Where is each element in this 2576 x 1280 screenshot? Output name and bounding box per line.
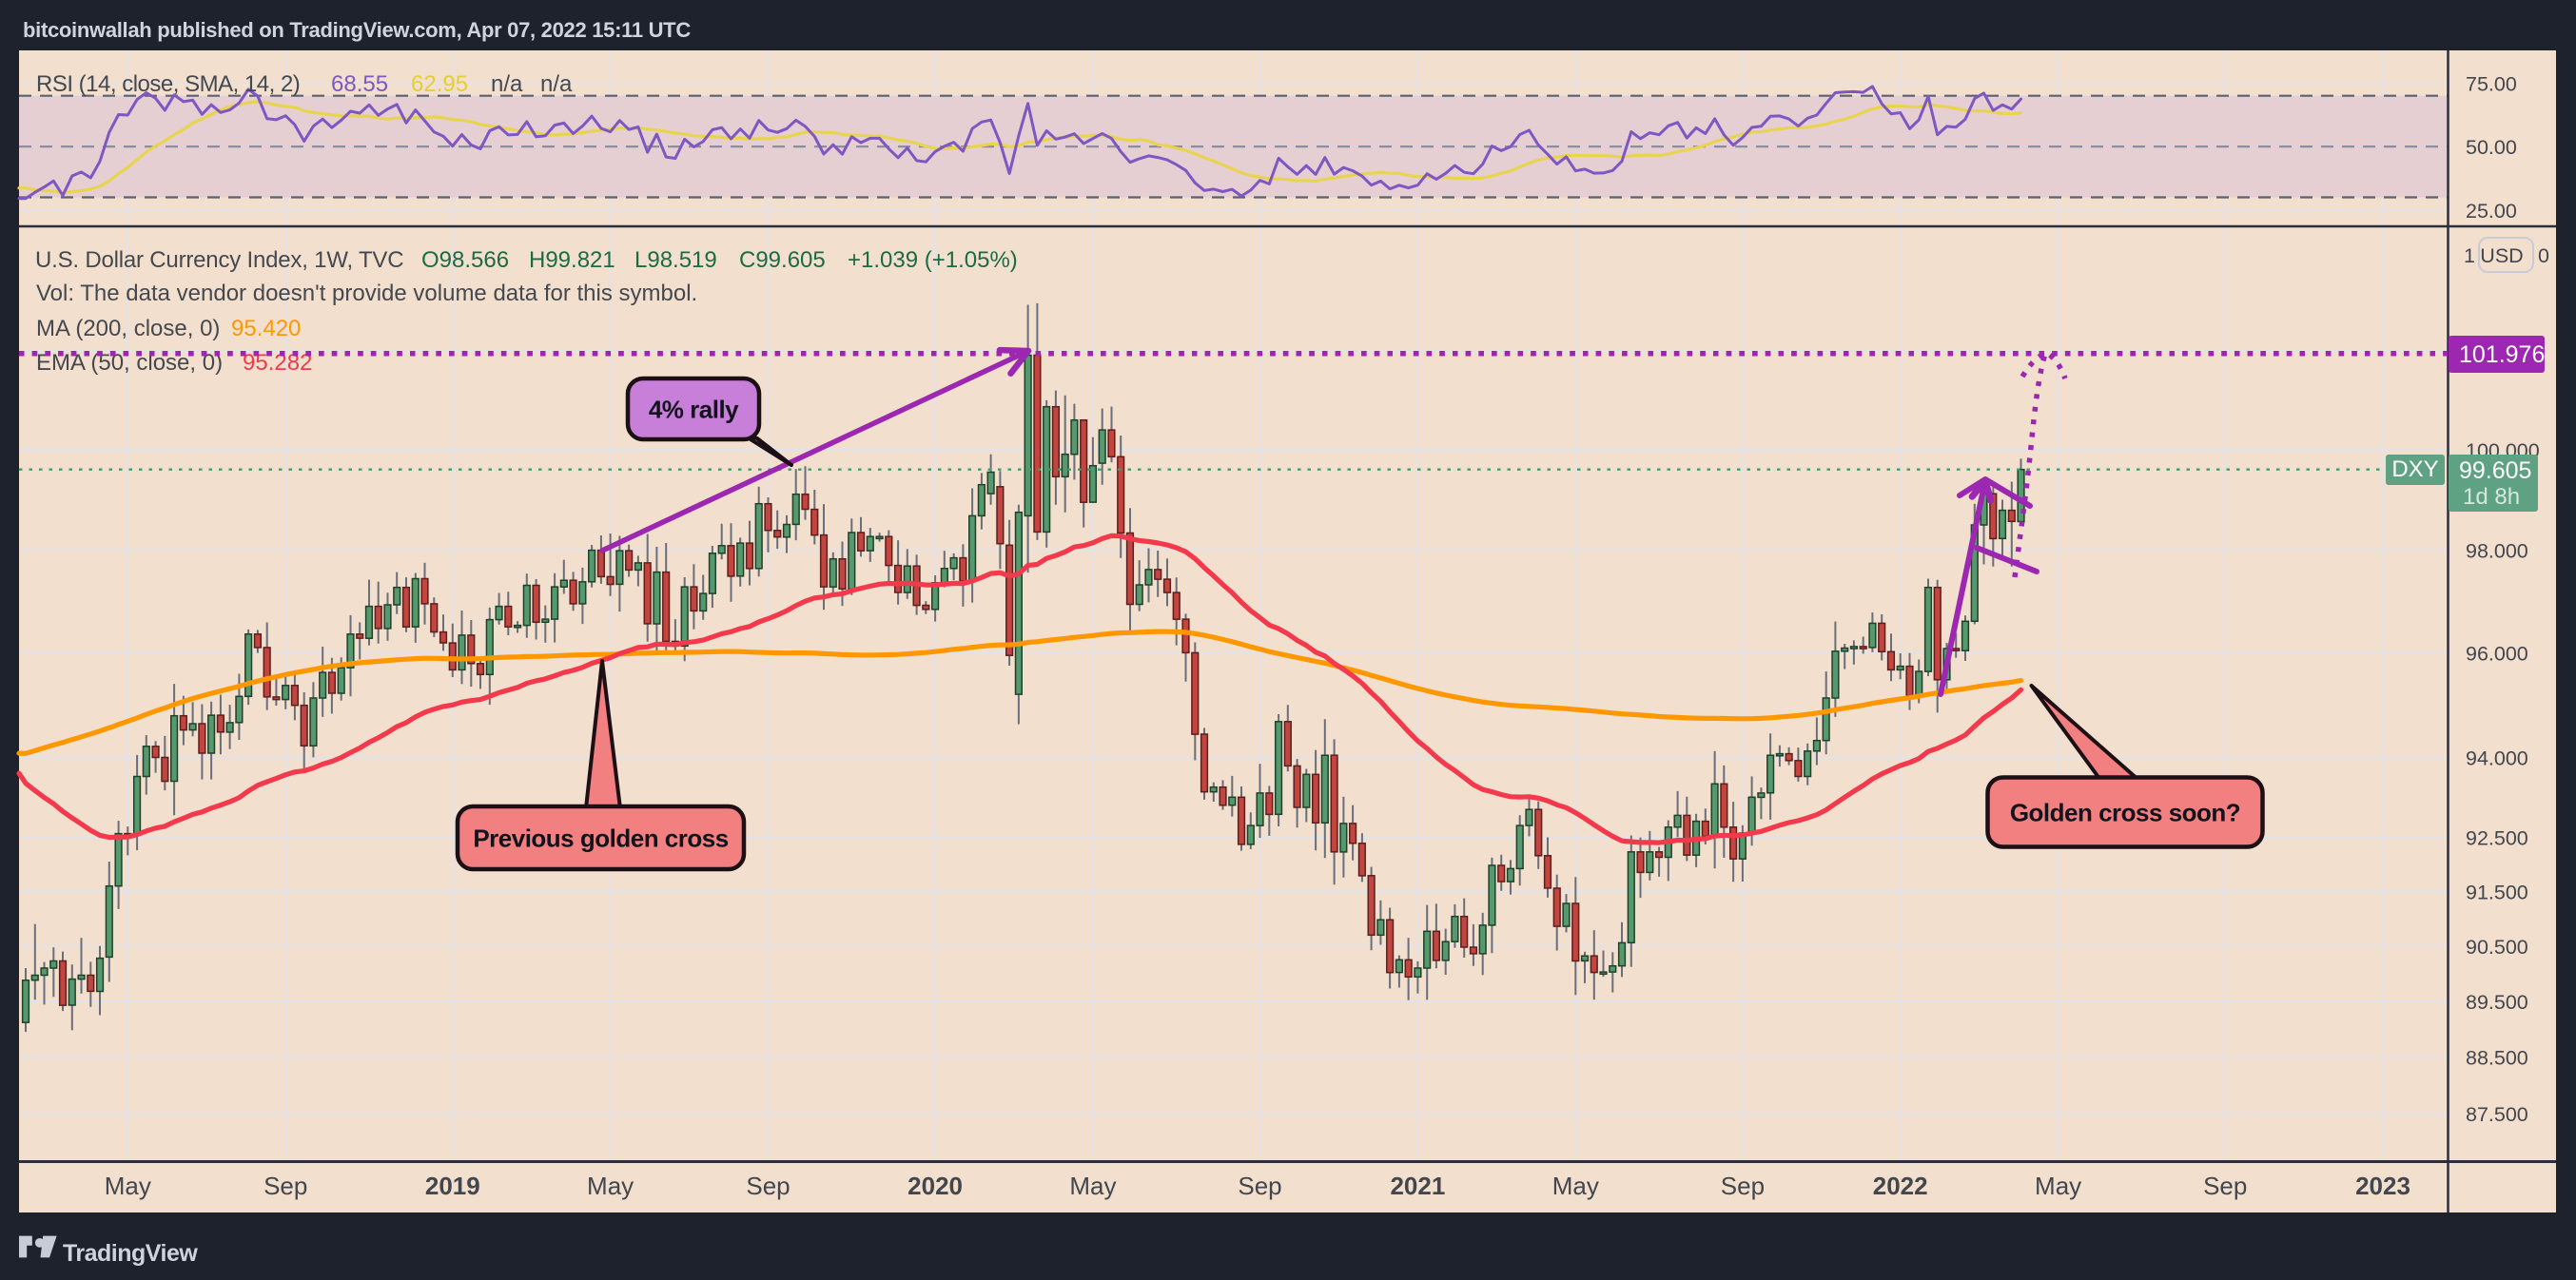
svg-text:95.282: 95.282 <box>243 350 312 376</box>
svg-text:May: May <box>105 1172 151 1200</box>
svg-text:H99.821: H99.821 <box>529 247 615 273</box>
svg-text:Sep: Sep <box>1721 1172 1765 1200</box>
svg-text:Sep: Sep <box>746 1172 790 1200</box>
svg-text:O98.566: O98.566 <box>421 247 509 273</box>
svg-text:88.500: 88.500 <box>2466 1047 2528 1070</box>
svg-text:Sep: Sep <box>2203 1172 2247 1200</box>
svg-text:Golden cross soon?: Golden cross soon? <box>2010 798 2240 826</box>
svg-text:2020: 2020 <box>907 1172 963 1200</box>
svg-text:2019: 2019 <box>425 1172 480 1200</box>
svg-text:0: 0 <box>2538 244 2549 267</box>
svg-text:MA (200, close, 0): MA (200, close, 0) <box>36 316 220 341</box>
svg-text:25.00: 25.00 <box>2466 200 2517 223</box>
svg-text:Sep: Sep <box>1238 1172 1281 1200</box>
svg-text:98.000: 98.000 <box>2466 540 2528 563</box>
svg-text:4% rally: 4% rally <box>649 395 739 423</box>
svg-text:90.500: 90.500 <box>2466 936 2528 959</box>
svg-text:May: May <box>2035 1172 2081 1200</box>
svg-text:89.500: 89.500 <box>2466 991 2528 1014</box>
svg-text:75.00: 75.00 <box>2466 72 2517 95</box>
svg-text:68.55: 68.55 <box>331 71 388 97</box>
svg-text:62.95: 62.95 <box>411 71 468 97</box>
svg-text:91.500: 91.500 <box>2466 881 2528 903</box>
svg-text:May: May <box>1069 1172 1116 1200</box>
svg-text:TradingView: TradingView <box>63 1240 198 1267</box>
svg-text:Vol: The data vendor doesn't p: Vol: The data vendor doesn't provide vol… <box>36 281 697 306</box>
svg-text:50.00: 50.00 <box>2466 136 2517 159</box>
svg-text:USD: USD <box>2480 244 2523 267</box>
svg-text:U.S. Dollar Currency Index, 1W: U.S. Dollar Currency Index, 1W, TVC <box>35 247 403 273</box>
svg-text:95.420: 95.420 <box>231 316 301 341</box>
svg-text:101.976: 101.976 <box>2459 341 2545 368</box>
svg-text:1: 1 <box>2464 244 2475 267</box>
svg-text:99.605: 99.605 <box>2459 457 2531 484</box>
svg-text:n/a: n/a <box>491 71 523 97</box>
svg-text:96.000: 96.000 <box>2466 642 2528 665</box>
svg-text:May: May <box>1552 1172 1599 1200</box>
svg-text:L98.519: L98.519 <box>634 247 717 273</box>
svg-text:+1.039 (+1.05%): +1.039 (+1.05%) <box>848 247 1018 273</box>
svg-text:C99.605: C99.605 <box>739 247 826 273</box>
svg-text:87.500: 87.500 <box>2466 1103 2528 1126</box>
svg-text:2023: 2023 <box>2355 1172 2410 1200</box>
svg-text:Previous golden cross: Previous golden cross <box>473 824 728 852</box>
svg-text:RSI (14, close, SMA, 14, 2): RSI (14, close, SMA, 14, 2) <box>36 71 300 97</box>
svg-text:n/a: n/a <box>540 71 573 97</box>
svg-text:DXY: DXY <box>2391 456 2438 482</box>
svg-text:2022: 2022 <box>1873 1172 1928 1200</box>
svg-text:Sep: Sep <box>263 1172 307 1200</box>
svg-text:EMA (50, close, 0): EMA (50, close, 0) <box>36 350 223 376</box>
svg-text:94.000: 94.000 <box>2466 747 2528 770</box>
svg-text:92.500: 92.500 <box>2466 827 2528 850</box>
svg-text:May: May <box>587 1172 634 1200</box>
svg-text:bitcoinwallah published on Tra: bitcoinwallah published on TradingView.c… <box>23 18 691 42</box>
svg-text:1d 8h: 1d 8h <box>2463 484 2520 510</box>
svg-text:2021: 2021 <box>1390 1172 1445 1200</box>
